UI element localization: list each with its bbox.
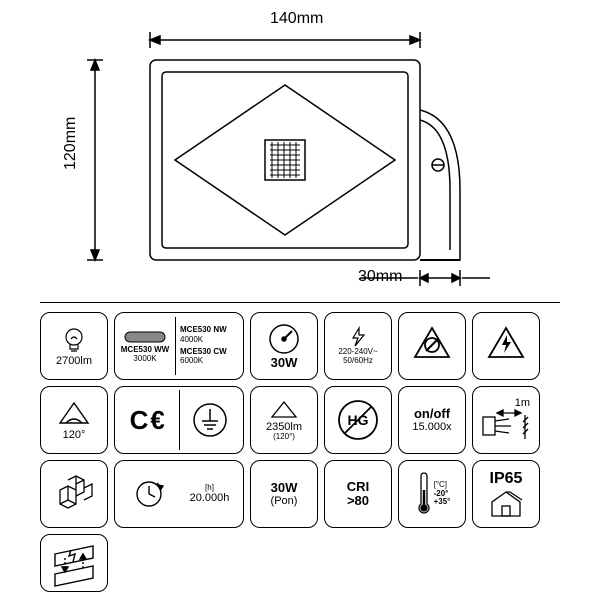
cell-voltage-warning (472, 312, 540, 380)
width-dimension-label: 140mm (270, 10, 323, 28)
cell-ip: IP65 (472, 460, 540, 528)
color-indicator-icon (123, 328, 167, 346)
dimension-drawing: 140mm 120mm 30mm (40, 10, 560, 290)
cell-switch-cycles: on/off 15.000x (398, 386, 466, 454)
glass-break-icon (49, 538, 99, 588)
bulb-icon (61, 325, 87, 355)
earth-icon (191, 401, 229, 439)
bolt-icon (348, 326, 368, 348)
house-icon (486, 488, 526, 518)
no-dimmer-icon (409, 323, 455, 369)
svg-text:HG: HG (348, 412, 369, 428)
cell-hg-free: HG (324, 386, 392, 454)
cell-ce-earth: C€ (114, 386, 244, 454)
model-cw-k: 6000K (180, 357, 239, 366)
cell-iso-building (40, 460, 108, 528)
model-nw-k: 4000K (180, 336, 239, 345)
cell-power: 30W (250, 312, 318, 380)
bracket-dimension-label: 30mm (358, 268, 402, 286)
beam-angle-value: 120° (63, 429, 86, 441)
cell-no-dimmer (398, 312, 466, 380)
temp-high: +35° (434, 498, 451, 507)
cell-lumens: 2700lm (40, 312, 108, 380)
floodlight-diagram-svg (40, 10, 560, 290)
cri-top: CRI (347, 480, 369, 494)
cell-beam-angle: 120° (40, 386, 108, 454)
model-nw: MCE530 NW (180, 326, 239, 335)
cell-lumens-120: 2350lm (120°) (250, 386, 318, 454)
onoff-bot: 15.000x (412, 421, 451, 433)
separator-line (40, 302, 560, 303)
distance-value: 1m (515, 397, 530, 409)
model-ww-k: 3000K (133, 355, 156, 364)
lumens2-bot: (120°) (273, 433, 295, 442)
lumens2-top: 2350lm (266, 421, 302, 433)
ip-rating: IP65 (490, 470, 523, 488)
cell-temp: [°C] -20° +35° (398, 460, 466, 528)
page: 140mm 120mm 30mm (0, 0, 600, 600)
beam-icon (56, 399, 92, 429)
beam-small-icon (267, 399, 301, 421)
lifetime-value: 20.000h (190, 492, 230, 504)
lumens-value: 2700lm (56, 355, 92, 367)
model-cw: MCE530 CW (180, 348, 239, 357)
ce-mark: C€ (130, 406, 167, 435)
height-dimension-label: 120mm (62, 117, 80, 170)
distance-icon (479, 409, 533, 443)
pon-bot: (Pon) (271, 495, 298, 507)
cell-voltage: 220-240V~ 50/60Hz (324, 312, 392, 380)
cell-lifetime: [h] 20.000h (114, 460, 244, 528)
cell-distance: 1m (472, 386, 540, 454)
shock-warning-icon (483, 323, 529, 369)
lifetime-unit: [h] (205, 484, 214, 493)
power-value: 30W (271, 356, 298, 370)
spec-grid: 2700lm MCE530 WW 3000K MCE530 NW 4000K M… (40, 312, 560, 592)
cell-models: MCE530 WW 3000K MCE530 NW 4000K MCE530 C… (114, 312, 244, 380)
building-block-icon (50, 470, 98, 518)
voltage-2: 50/60Hz (343, 357, 373, 366)
cell-cri: CRI >80 (324, 460, 392, 528)
thermometer-icon (414, 470, 432, 518)
meter-icon (267, 322, 301, 356)
onoff-top: on/off (414, 407, 450, 421)
cell-glass-break (40, 534, 108, 592)
cri-bot: >80 (347, 494, 369, 508)
cell-pon: 30W (Pon) (250, 460, 318, 528)
pon-top: 30W (271, 481, 298, 495)
hg-free-icon: HG (335, 397, 381, 443)
clock-icon (134, 479, 164, 509)
